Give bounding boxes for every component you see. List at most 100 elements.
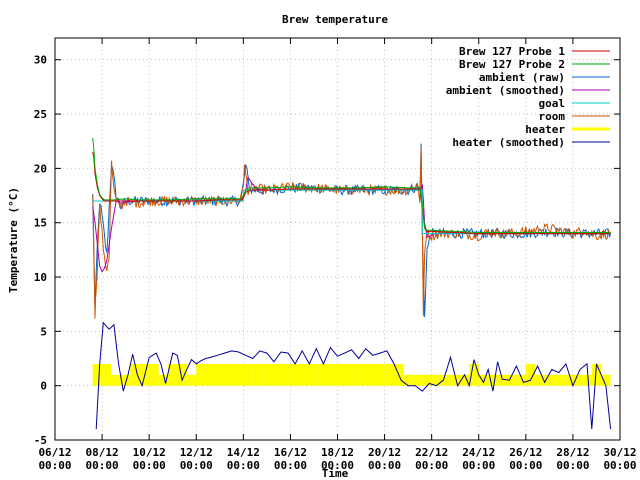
heater-bar [271, 363, 281, 386]
heater-bar [281, 363, 291, 386]
heater-bar [591, 363, 602, 386]
series-heater-smoothed- [95, 321, 612, 430]
heater-bar [328, 363, 338, 386]
x-tick-label-date: 30/12 [603, 446, 636, 459]
x-axis-label: Time [322, 467, 349, 480]
heater-bar [450, 374, 460, 386]
y-tick-label: 10 [34, 271, 47, 284]
heater-bar [431, 374, 442, 386]
heater-bar [375, 363, 385, 386]
x-tick-label-date: 08/12 [86, 446, 119, 459]
y-tick-label: -5 [34, 434, 47, 447]
x-tick-label-date: 22/12 [415, 446, 448, 459]
series-heater [92, 363, 611, 386]
heater-bar [177, 363, 187, 386]
heater-bar [535, 374, 545, 386]
series-line [92, 189, 611, 235]
x-tick-label-time: 00:00 [368, 459, 401, 472]
legend-label: heater [525, 123, 565, 136]
series-line [92, 143, 612, 317]
y-tick-label: 5 [40, 325, 47, 338]
x-tick-label-time: 00:00 [509, 459, 542, 472]
x-tick-label-time: 00:00 [462, 459, 495, 472]
y-tick-label: 20 [34, 162, 47, 175]
x-tick-label-time: 00:00 [274, 459, 307, 472]
heater-bar [92, 363, 103, 386]
series-line [92, 148, 611, 319]
x-tick-label-time: 00:00 [133, 459, 166, 472]
x-tick-label-time: 00:00 [603, 459, 636, 472]
heater-bar [224, 363, 234, 386]
heater-bar [507, 374, 517, 386]
heater-bar [262, 363, 272, 386]
x-tick-label-time: 00:00 [415, 459, 448, 472]
x-tick-label-date: 06/12 [38, 446, 71, 459]
heater-bar [196, 363, 206, 386]
heater-bar [318, 363, 329, 386]
y-tick-label: 30 [34, 54, 47, 67]
y-tick-label: 0 [40, 380, 47, 393]
heater-bar [252, 363, 263, 386]
series-brew-127-probe-1 [92, 152, 611, 235]
heater-bar [158, 374, 168, 386]
series-room [92, 148, 611, 319]
heater-bar [365, 363, 376, 386]
legend-label: Brew 127 Probe 1 [459, 45, 565, 58]
heater-bar [403, 374, 413, 386]
heater-bar [582, 374, 592, 386]
x-tick-label-date: 20/12 [368, 446, 401, 459]
axis-ticks: -505101520253006/1200:0008/1200:0010/120… [34, 38, 637, 472]
x-tick-label-time: 00:00 [556, 459, 589, 472]
heater-bar [412, 374, 423, 386]
legend-label: goal [539, 97, 566, 110]
series-line [92, 137, 611, 233]
heater-bar [120, 374, 131, 386]
heater-bar [102, 363, 112, 386]
chart-title: Brew temperature [282, 13, 388, 26]
heater-bar [516, 374, 526, 386]
legend-label: ambient (raw) [479, 71, 565, 84]
x-tick-label-date: 18/12 [321, 446, 354, 459]
heater-bar [497, 374, 507, 386]
heater-bar [290, 363, 300, 386]
heater-bar [346, 363, 357, 386]
y-tick-label: 25 [34, 108, 47, 121]
heater-bar [478, 374, 489, 386]
heater-bar [469, 363, 479, 386]
x-tick-label-time: 00:00 [321, 459, 354, 472]
heater-bar [356, 363, 366, 386]
heater-bar [168, 363, 178, 386]
heater-bar [130, 363, 140, 386]
series-line [92, 152, 611, 235]
heater-bar [233, 363, 244, 386]
heater-bar [554, 374, 564, 386]
heater-bar [186, 374, 197, 386]
heater-bar [243, 363, 253, 386]
series-ambient-raw- [92, 143, 612, 317]
heater-bar [384, 363, 394, 386]
heater-bar [149, 363, 159, 386]
heater-bar [563, 374, 573, 386]
x-tick-label-date: 14/12 [227, 446, 260, 459]
y-axis-label: Temperature (°C) [7, 187, 20, 293]
series-brew-127-probe-2 [92, 137, 611, 233]
heater-bar [111, 374, 121, 386]
legend-label: Brew 127 Probe 2 [459, 58, 565, 71]
x-tick-label-time: 00:00 [86, 459, 119, 472]
heater-bar [459, 374, 470, 386]
heater-bar [309, 363, 319, 386]
legend-label: room [539, 110, 566, 123]
heater-bar [601, 374, 611, 386]
x-tick-label-date: 10/12 [133, 446, 166, 459]
heater-bar [488, 374, 498, 386]
heater-bar [572, 374, 583, 386]
plot-area [92, 137, 612, 430]
x-tick-label-date: 28/12 [556, 446, 589, 459]
x-tick-label-date: 12/12 [180, 446, 213, 459]
heater-bar [441, 374, 451, 386]
legend-label: ambient (smoothed) [446, 84, 565, 97]
heater-bar [525, 363, 536, 386]
